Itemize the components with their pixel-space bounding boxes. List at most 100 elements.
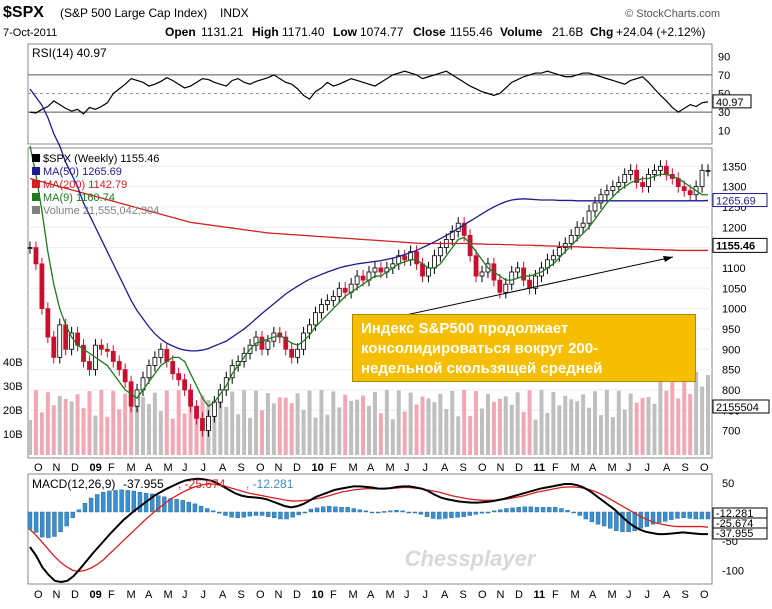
volume-bar xyxy=(259,410,264,455)
volume-bar xyxy=(497,398,502,455)
candle-body xyxy=(354,275,360,285)
chg-value: +24.04 (+2.12%) xyxy=(616,25,705,39)
macd-histogram-bar xyxy=(504,508,509,513)
candle-body xyxy=(330,295,336,301)
annotation-line-2: консолидироваться вокруг 200- xyxy=(361,340,599,357)
candle-body xyxy=(622,173,628,183)
annotation-box: Индекс S&P500 продолжает консолидировать… xyxy=(352,314,696,382)
volume-bar xyxy=(610,417,615,455)
candle-body xyxy=(592,202,598,212)
macd-histogram-bar xyxy=(156,495,161,513)
x-axis-tick: S xyxy=(682,462,689,474)
volume-bar xyxy=(396,390,401,455)
macd-histogram-bar xyxy=(656,511,662,523)
volume-bar xyxy=(569,399,574,455)
volume-bar xyxy=(289,403,294,455)
legend-label: Volume 21,555,042,304 xyxy=(43,205,159,217)
volume-bar xyxy=(182,413,187,455)
volume-bar xyxy=(158,411,163,455)
candle-body xyxy=(634,169,640,183)
rsi-value-box xyxy=(712,94,752,109)
x-axis-tick: 11 xyxy=(534,462,546,474)
macd-histogram-bar xyxy=(388,510,393,513)
candle-body xyxy=(705,169,711,172)
volume-bar xyxy=(515,392,520,455)
candle-body xyxy=(360,275,366,281)
low-value: 1074.77 xyxy=(360,25,404,39)
macd-histogram-bar xyxy=(467,511,472,516)
volume-bar xyxy=(170,418,175,455)
price-axis-tick: 800 xyxy=(722,385,740,397)
candle-body xyxy=(610,186,616,192)
x-axis-tick: O xyxy=(700,462,709,474)
candle-body xyxy=(604,190,610,196)
macd-x-axis-tick: D xyxy=(515,589,523,601)
volume-bar xyxy=(57,396,62,455)
volume-bar xyxy=(152,392,157,455)
macd-histogram-bar xyxy=(455,511,460,518)
candle-body xyxy=(479,271,485,277)
macd-histogram-bar xyxy=(76,509,82,513)
macd-x-axis-tick: A xyxy=(589,589,597,601)
candle-body xyxy=(640,182,645,188)
volume-bar xyxy=(598,415,603,455)
macd-histogram-bar xyxy=(266,511,271,517)
candle-body xyxy=(253,336,259,346)
date-label: 7-Oct-2011 xyxy=(3,27,57,39)
volume-bar xyxy=(557,405,562,455)
macd-histogram-bar xyxy=(406,511,411,514)
candle-body xyxy=(503,283,509,293)
index-name: (S&P 500 Large Cap Index) xyxy=(60,6,207,20)
volume-bar xyxy=(176,390,181,455)
macd-signal-line xyxy=(29,483,709,573)
macd-line xyxy=(29,477,708,584)
macd-x-axis-tick: O xyxy=(34,589,43,601)
rsi-axis-tick: 30 xyxy=(718,107,730,119)
open-value: 1131.21 xyxy=(201,25,244,39)
volume-bar xyxy=(75,394,80,455)
x-axis-tick: M xyxy=(164,462,173,474)
x-axis-tick: M xyxy=(349,462,358,474)
x-axis-tick: D xyxy=(515,462,523,474)
volume-bar xyxy=(450,390,455,455)
candle-body xyxy=(628,169,634,175)
candle-body xyxy=(110,350,116,362)
volume-bar xyxy=(604,390,609,455)
volume-bar xyxy=(87,391,92,455)
macd-histogram-bar xyxy=(272,511,277,519)
candle-body xyxy=(313,312,318,326)
x-axis-tick: F xyxy=(108,462,115,474)
volume-bar xyxy=(682,370,687,455)
volume-bar xyxy=(688,393,693,455)
volume-bar xyxy=(301,410,306,455)
price-axis-tick: 1300 xyxy=(722,182,746,194)
macd-x-axis-tick: O xyxy=(478,589,487,601)
candle-body xyxy=(521,267,527,281)
candle-body xyxy=(336,287,342,297)
volume-bar xyxy=(676,398,681,455)
macd-histogram-bar xyxy=(663,511,668,522)
candle-body xyxy=(206,415,211,432)
macd-histogram-bar xyxy=(650,511,656,525)
macd-histogram-bar xyxy=(473,511,479,515)
candle-body xyxy=(497,279,503,293)
candle-body xyxy=(158,348,164,358)
candle-body xyxy=(223,377,229,391)
volume-bar xyxy=(93,415,98,455)
legend-swatch xyxy=(32,167,40,175)
macd-histogram-bar xyxy=(308,508,314,513)
macd-x-axis-tick: O xyxy=(256,589,265,601)
x-axis-tick: J xyxy=(404,462,410,474)
watermark: Chessplayer xyxy=(405,546,537,571)
candle-body xyxy=(663,165,669,175)
macd-histogram-bar xyxy=(94,494,100,513)
volume-bar xyxy=(587,407,592,455)
x-axis-tick: D xyxy=(71,462,79,474)
candle-body xyxy=(652,169,657,175)
volume-bar xyxy=(337,407,342,455)
volume-bar xyxy=(277,397,282,455)
macd-histogram-bar xyxy=(284,511,289,520)
volume-bar xyxy=(622,409,627,455)
x-axis-tick: O xyxy=(34,462,43,474)
